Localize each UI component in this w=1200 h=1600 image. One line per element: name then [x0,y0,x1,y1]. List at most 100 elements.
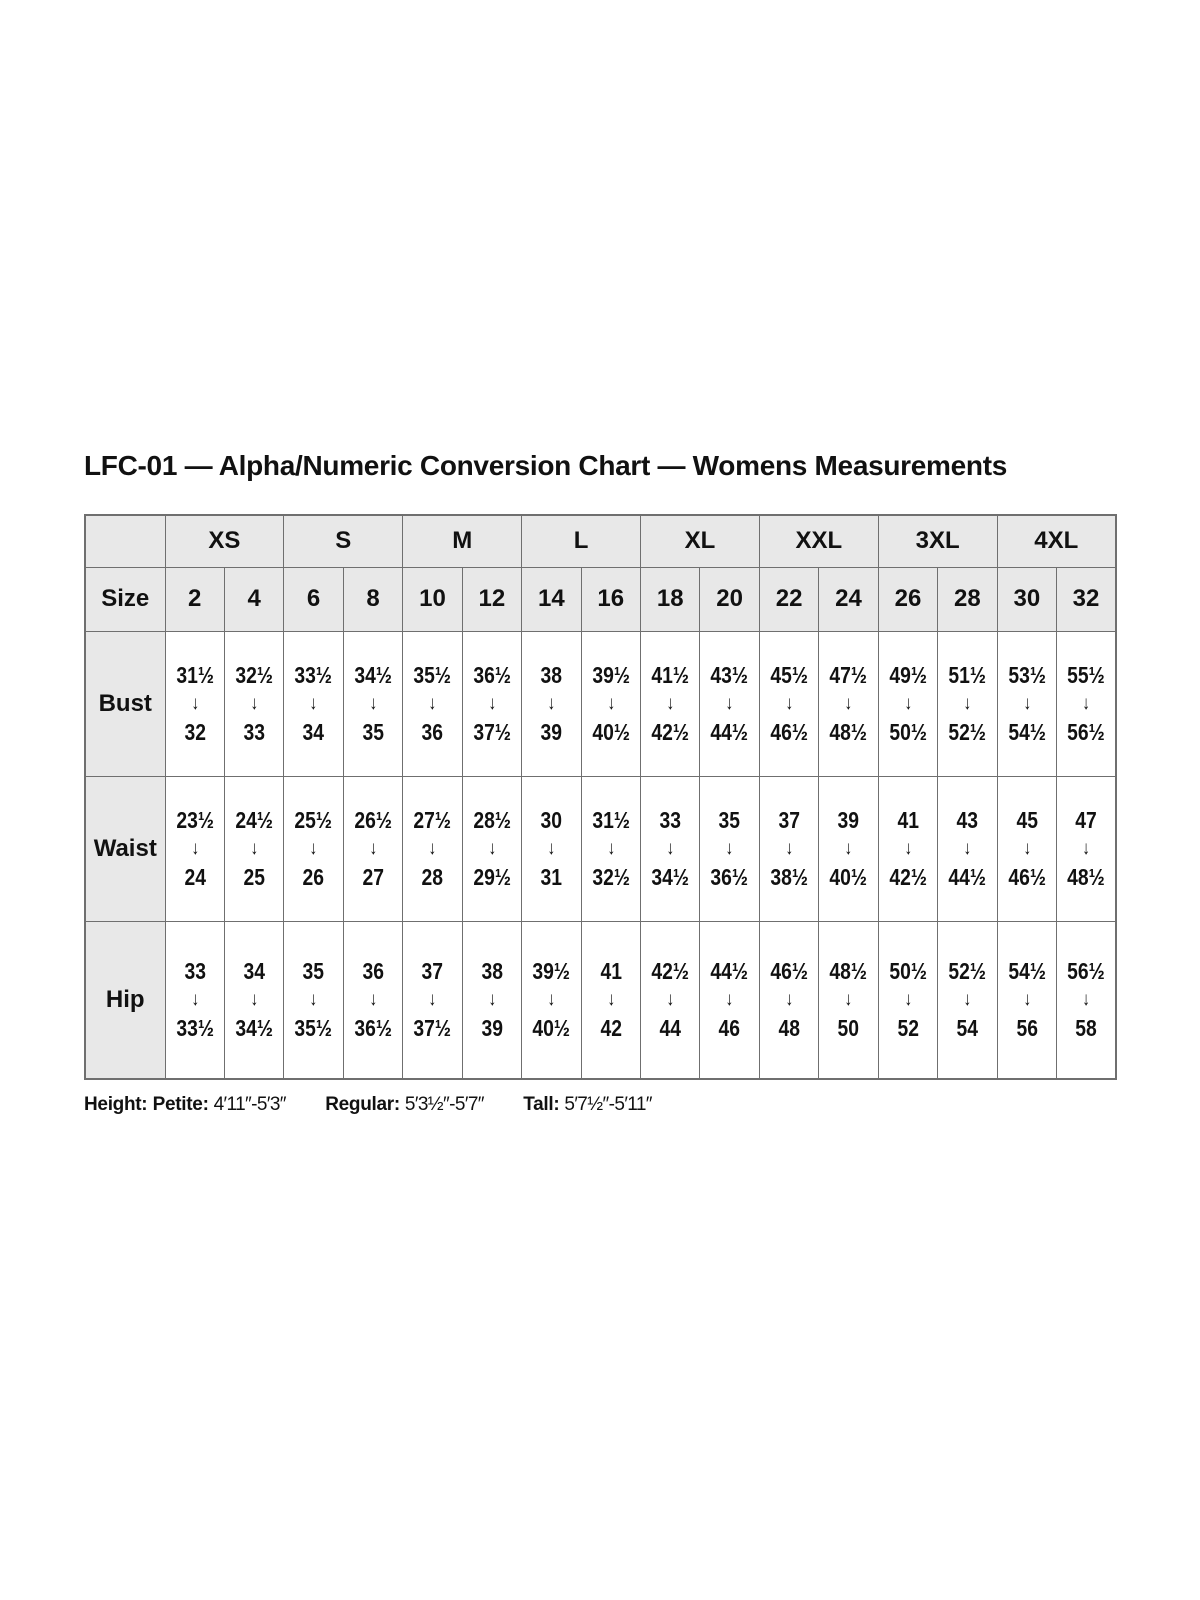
range-from-value: 45½ [770,661,808,688]
range-to-value: 26 [302,864,325,890]
range-from-value: 52½ [948,958,987,985]
down-arrow-icon: ↓ [487,838,496,859]
down-arrow-icon: ↓ [963,838,972,859]
range-from-value: 48½ [829,958,868,985]
range-cell: 51½ ↓ 52½ [937,630,998,777]
measurement-range: 39½ ↓ 40½ [527,959,576,1040]
numeric-size-header: 28 [937,566,998,632]
measurement-range: 42½ ↓ 44 [646,959,695,1040]
range-cell: 41 ↓ 42 [580,920,642,1080]
range-cell: 33 ↓ 33½ [164,920,225,1080]
alpha-size-header: XXL [758,514,879,568]
alpha-size-header: XL [640,514,760,568]
range-cell: 41½ ↓ 42½ [639,630,701,777]
alpha-size-header: M [402,514,523,568]
down-arrow-icon: ↓ [369,989,378,1011]
measurement-range: 48½ ↓ 50 [824,959,873,1040]
size-conversion-table: XS S M L XL XXL 3XL 4XL Size 2 4 6 8 10 12 14 16 18 20 22 24… [84,514,1117,1080]
measurement-range: 28½ ↓ 29½ [467,808,516,889]
measurement-range: 32½ ↓ 33 [230,663,279,744]
range-to-value: 42 [600,1015,622,1042]
range-from-value: 37 [421,958,444,985]
measurement-range: 54½ ↓ 56 [1002,959,1051,1040]
range-to-value: 36½ [354,1015,392,1042]
range-to-value: 48½ [1067,864,1105,890]
height-label: Height: [84,1094,148,1115]
range-to-value: 35½ [294,1015,333,1042]
range-cell: 33 ↓ 34½ [639,775,701,922]
range-cell: 35 ↓ 35½ [283,920,344,1080]
measurement-row-hip: Hip 33 ↓ 33½ 34 ↓ 34½ 35 ↓ 35½ 36 ↓ 36½ 37 ↓ 37½ 38 ↓ 39 39… [84,920,1117,1080]
range-cell: 47½ ↓ 48½ [818,630,879,777]
measurement-range: 41 ↓ 42 [586,959,635,1040]
height-legend: Height: Petite: 4′11″-5′3″ Regular: 5′3½″-… [84,1094,686,1116]
numeric-size-header: 12 [461,566,523,632]
down-arrow-icon: ↓ [1022,989,1031,1011]
range-cell: 41 ↓ 42½ [877,775,939,922]
range-to-value: 40½ [532,1015,571,1042]
range-from-value: 54½ [1008,958,1046,985]
range-cell: 50½ ↓ 52 [877,920,939,1080]
measurement-range: 41 ↓ 42½ [883,808,932,889]
corner-cell [84,514,166,568]
measurement-range: 35 ↓ 36½ [705,808,754,889]
range-cell: 35 ↓ 36½ [699,775,760,922]
range-from-value: 41½ [651,661,690,688]
measurement-range: 33½ ↓ 34 [289,663,338,744]
range-cell: 39½ ↓ 40½ [580,630,642,777]
numeric-size-header: 30 [996,566,1058,632]
down-arrow-icon: ↓ [844,989,853,1011]
down-arrow-icon: ↓ [666,693,675,714]
range-from-value: 43 [956,806,979,833]
range-to-value: 33 [243,719,265,745]
range-cell: 31½ ↓ 32 [164,630,225,777]
measurement-range: 49½ ↓ 50½ [883,663,932,744]
range-to-value: 39 [540,719,563,745]
range-from-value: 35 [302,958,325,985]
range-to-value: 50 [837,1015,860,1042]
numeric-size-header: 8 [342,566,404,632]
alpha-size-header: 3XL [877,514,998,568]
down-arrow-icon: ↓ [725,693,734,714]
range-to-value: 54½ [1008,719,1046,745]
range-to-value: 34½ [235,1015,273,1042]
alpha-size-header: XS [164,514,285,568]
down-arrow-icon: ↓ [666,989,675,1011]
range-to-value: 52 [897,1015,919,1042]
range-to-value: 37½ [413,1015,452,1042]
range-from-value: 25½ [294,806,333,833]
down-arrow-icon: ↓ [369,693,378,714]
measurement-range: 36½ ↓ 37½ [467,663,516,744]
petite-label: Petite: [152,1094,209,1115]
down-arrow-icon: ↓ [725,989,734,1011]
range-to-value: 25 [243,864,265,890]
down-arrow-icon: ↓ [190,838,199,859]
range-from-value: 53½ [1008,661,1046,688]
range-from-value: 45 [1016,806,1038,833]
range-to-value: 32 [183,719,206,745]
range-from-value: 42½ [651,958,690,985]
tall-value: 5′7½″-5′11″ [564,1094,652,1115]
range-cell: 39 ↓ 40½ [818,775,879,922]
measurement-range: 38 ↓ 39 [527,663,576,744]
chart-title: LFC-01 — Alpha/Numeric Conversion Chart … [84,450,1008,481]
down-arrow-icon: ↓ [606,989,615,1011]
range-to-value: 44 [659,1015,681,1042]
alpha-size-header: S [283,514,404,568]
range-cell: 45 ↓ 46½ [996,775,1058,922]
down-arrow-icon: ↓ [963,989,972,1011]
measurement-range: 24½ ↓ 25 [230,808,279,889]
range-to-value: 37½ [473,719,511,745]
down-arrow-icon: ↓ [309,838,318,859]
measurement-range: 47½ ↓ 48½ [824,663,873,744]
numeric-size-header: 6 [283,566,344,632]
measurement-range: 34½ ↓ 35 [348,663,397,744]
range-cell: 27½ ↓ 28 [402,775,463,922]
down-arrow-icon: ↓ [903,989,912,1011]
range-cell: 34 ↓ 34½ [223,920,285,1080]
down-arrow-icon: ↓ [428,838,437,859]
down-arrow-icon: ↓ [190,989,199,1011]
range-from-value: 34 [243,958,265,985]
measurement-range: 55½ ↓ 56½ [1062,663,1111,744]
range-to-value: 52½ [948,719,987,745]
